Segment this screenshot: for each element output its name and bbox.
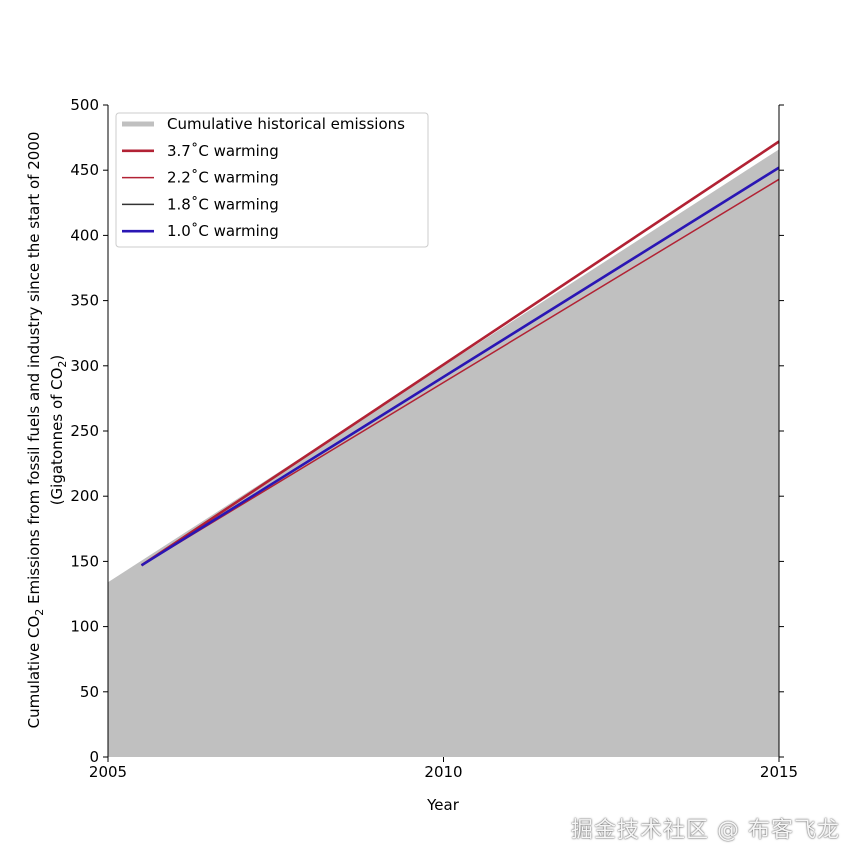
y-tick-label: 350 [70, 292, 99, 310]
series-area-historical [108, 149, 779, 757]
y-tick-label: 150 [70, 552, 99, 570]
legend: Cumulative historical emissions 3.7˚C war… [115, 112, 429, 248]
y-tick-label: 50 [80, 683, 99, 701]
legend-label: 2.2˚C warming [167, 169, 279, 187]
legend-label: Cumulative historical emissions [167, 115, 405, 133]
y-tick-label: 0 [89, 748, 99, 766]
ticks: 0 50 100 150 200 250 300 350 400 450 500 2005 2010 20… [70, 96, 798, 781]
y-tick-label: 250 [70, 422, 99, 440]
legend-label: 1.8˚C warming [167, 195, 279, 213]
plot-area [108, 140, 780, 757]
series-line-2 [141, 178, 780, 566]
legend-label: 1.0˚C warming [167, 222, 279, 240]
y-tick-label: 200 [70, 487, 99, 505]
y-tick-label: 500 [70, 96, 99, 114]
series-line-4 [140, 166, 780, 567]
x-axis-label: Year [426, 796, 460, 814]
legend-frame [115, 112, 429, 248]
x-tick-label: 2015 [760, 763, 798, 781]
y-tick-label: 450 [70, 161, 99, 179]
legend-label: 3.7˚C warming [167, 142, 279, 160]
y-tick-label: 300 [70, 357, 99, 375]
y-tick-label: 100 [70, 618, 99, 636]
x-tick-label: 2010 [424, 763, 462, 781]
y-tick-label: 400 [70, 226, 99, 244]
watermark-text: 掘金技术社区 @ 布客飞龙 [571, 818, 840, 843]
x-tick-label: 2005 [89, 763, 127, 781]
series-line-1 [140, 140, 780, 567]
y-axis-label-line1: Cumulative CO2 Emissions from fossil fue… [25, 132, 46, 729]
y-axis-label-line2: (Gigatonnes of CO2) [48, 355, 69, 506]
